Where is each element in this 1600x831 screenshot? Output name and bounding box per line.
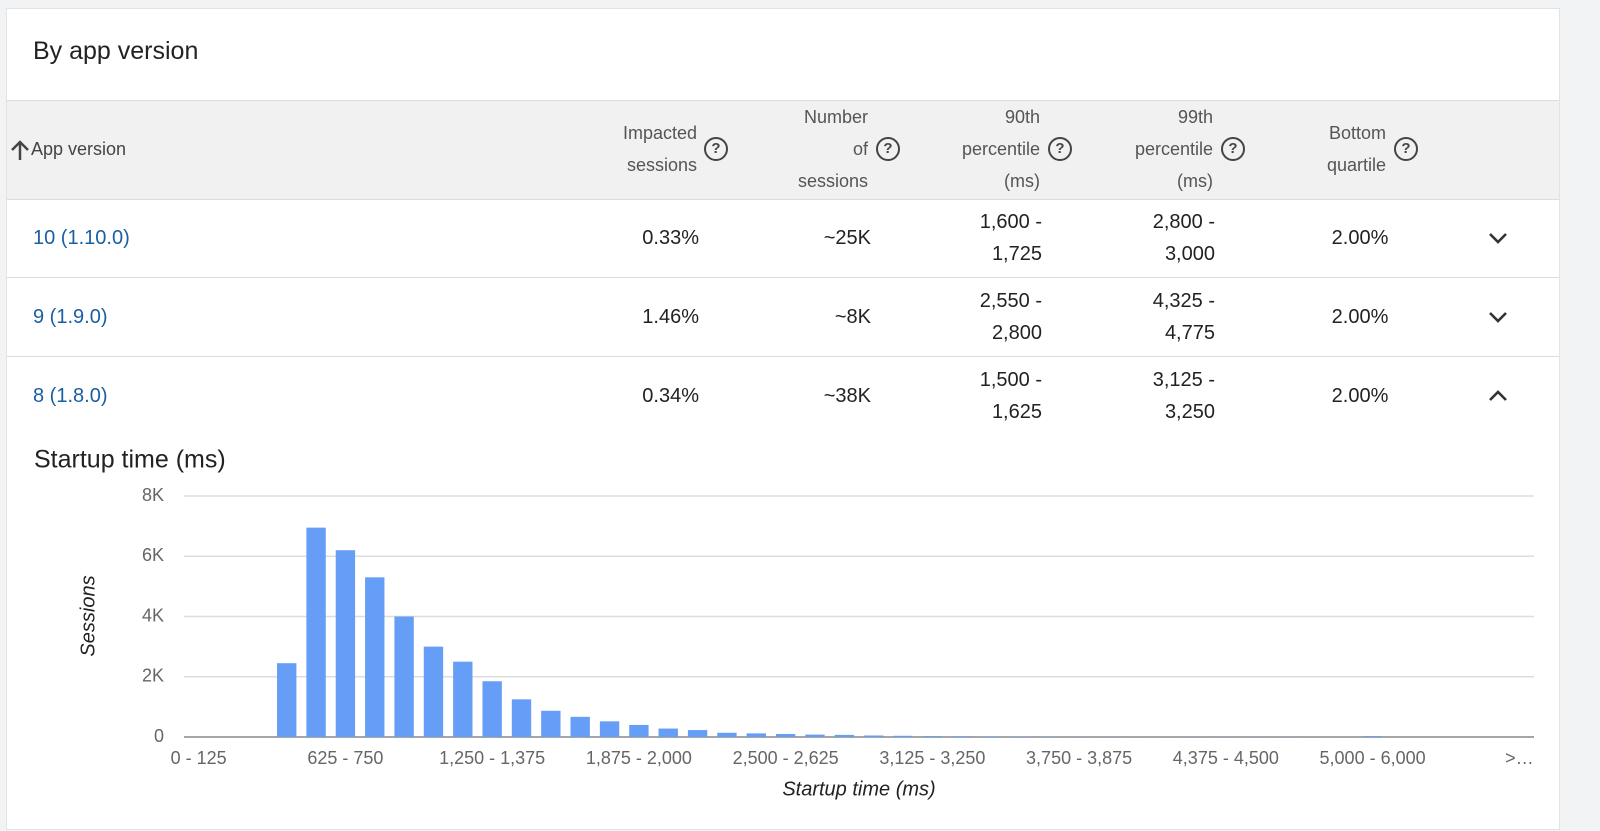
table-cell: ~38K (771, 357, 871, 435)
table-cell: 1,500 - 1,625 (962, 357, 1042, 435)
table-cell: ~8K (771, 278, 871, 356)
bar (453, 662, 472, 737)
bar (659, 729, 678, 737)
table-cell: 2,550 - 2,800 (962, 278, 1042, 356)
bar (277, 663, 296, 737)
table-cell: 0.34% (599, 357, 699, 435)
x-tick-label: 0 - 125 (171, 748, 227, 768)
app-version-link[interactable]: 8 (1.8.0) (33, 357, 107, 435)
x-tick-label: 4,375 - 4,500 (1173, 748, 1279, 768)
table-cell: 1,600 - 1,725 (962, 199, 1042, 277)
bar (629, 725, 648, 737)
column-header: App version (31, 100, 231, 198)
help-icon[interactable]: ? (1221, 137, 1245, 161)
bar (805, 735, 824, 737)
expand-toggle[interactable] (1486, 384, 1510, 408)
x-tick-label: 5,000 - 6,000 (1320, 748, 1426, 768)
bar (1363, 736, 1382, 737)
bar (306, 528, 325, 737)
bar (776, 734, 795, 737)
bar (424, 647, 443, 737)
bar (571, 717, 590, 737)
bar (835, 735, 854, 737)
table-cell: 3,125 - 3,250 (1135, 357, 1215, 435)
sort-arrow-icon[interactable] (9, 138, 31, 162)
help-icon[interactable]: ? (704, 137, 728, 161)
bar (365, 577, 384, 737)
x-tick-label: 625 - 750 (307, 748, 383, 768)
x-tick-label: 1,875 - 2,000 (586, 748, 692, 768)
table-cell: 1.46% (599, 278, 699, 356)
expand-toggle[interactable] (1486, 305, 1510, 329)
help-icon[interactable]: ? (876, 137, 900, 161)
column-header: 90th percentile (ms) (948, 100, 1040, 198)
y-tick-label: 4K (142, 605, 164, 625)
y-tick-label: 2K (142, 666, 164, 686)
table-cell: 0.33% (599, 199, 699, 277)
bar (864, 735, 883, 737)
column-header: Impacted sessions (607, 100, 697, 198)
card: By app version Startup time (ms) Startup… (6, 8, 1560, 830)
table-cell: 2.00% (1310, 199, 1410, 277)
bar (336, 550, 355, 737)
app-version-link[interactable]: 10 (1.10.0) (33, 199, 130, 277)
chart: Startup time (ms) Startup time (ms) Sess… (1, 436, 1600, 831)
chart-title: Startup time (ms) (34, 446, 226, 474)
bar (600, 721, 619, 737)
x-tick-label: >… (1505, 748, 1534, 768)
help-icon[interactable]: ? (1394, 137, 1418, 161)
card-title: By app version (33, 37, 198, 66)
table-cell: ~25K (771, 199, 871, 277)
app-version-link[interactable]: 9 (1.9.0) (33, 278, 107, 356)
x-tick-label: 3,750 - 3,875 (1026, 748, 1132, 768)
column-header: Bottom quartile (1304, 100, 1386, 198)
column-header: Number of sessions (798, 100, 868, 198)
bar (482, 681, 501, 737)
bar (981, 736, 1000, 737)
bar (747, 733, 766, 737)
x-tick-label: 2,500 - 2,625 (733, 748, 839, 768)
table-cell: 2,800 - 3,000 (1135, 199, 1215, 277)
bar (893, 736, 912, 737)
bar (512, 699, 531, 737)
x-tick-label: 1,250 - 1,375 (439, 748, 545, 768)
y-tick-label: 0 (154, 726, 164, 746)
bar (952, 736, 971, 737)
column-header: 99th percentile (ms) (1121, 100, 1213, 198)
table-cell: 2.00% (1310, 278, 1410, 356)
bar (394, 617, 413, 738)
table-cell: 2.00% (1310, 357, 1410, 435)
y-axis-title: Sessions (77, 575, 99, 656)
y-tick-label: 8K (142, 485, 164, 505)
bar (541, 711, 560, 737)
table-cell: 4,325 - 4,775 (1135, 278, 1215, 356)
bar (923, 736, 942, 737)
x-axis-title: Startup time (ms) (782, 778, 935, 800)
bar (688, 730, 707, 737)
y-tick-label: 6K (142, 545, 164, 565)
bar (717, 733, 736, 737)
expand-toggle[interactable] (1486, 226, 1510, 250)
x-tick-label: 3,125 - 3,250 (879, 748, 985, 768)
help-icon[interactable]: ? (1048, 137, 1072, 161)
